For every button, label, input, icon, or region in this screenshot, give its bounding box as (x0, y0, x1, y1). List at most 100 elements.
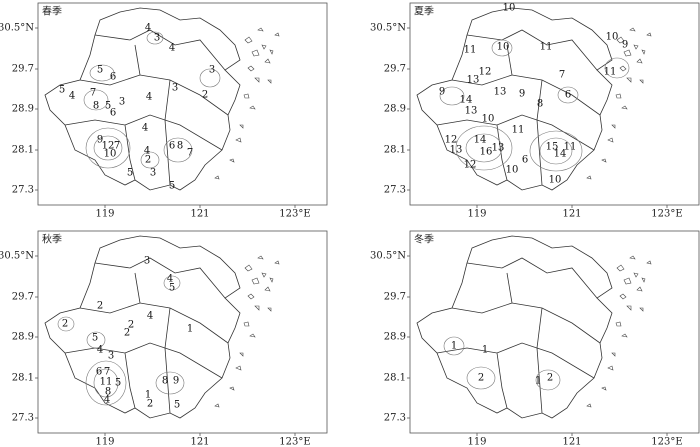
contour-label: 6 (565, 90, 571, 101)
contour-label: 13 (494, 87, 507, 98)
contour-label: 3 (154, 33, 160, 44)
contour-label: 13 (450, 145, 463, 156)
contour-label: 3 (150, 168, 156, 179)
contour-label: 9 (439, 87, 445, 98)
contour-label: 3 (209, 65, 215, 76)
contour-label: 1 (187, 324, 193, 335)
contour-label: 9 (622, 40, 628, 51)
contour-label: 6 (110, 108, 116, 119)
province-outline (37, 230, 328, 434)
contour-label: 8 (93, 101, 99, 112)
contour-label: 2 (147, 399, 153, 410)
x-tick-label: 121 (562, 437, 581, 447)
contour-line (465, 133, 503, 163)
contour-line (163, 137, 193, 163)
contour-label: 4 (104, 395, 110, 406)
y-tick-label: 28.1 (384, 145, 406, 156)
contour-line (85, 127, 131, 169)
contour-label: 14 (554, 149, 567, 160)
contour-line (539, 137, 573, 165)
contour-label: 1 (145, 390, 151, 401)
contour-label: 5 (115, 378, 121, 389)
contour-label: 7 (90, 88, 96, 99)
contour-label: 4 (147, 311, 153, 322)
contour-label: 10 (497, 42, 510, 53)
contour-label: 3 (144, 256, 150, 267)
contour-label: 2 (478, 373, 484, 384)
contour-label: 6 (169, 141, 175, 152)
contour-label: 5 (169, 283, 175, 294)
contour-label: 11 (512, 125, 525, 136)
contour-label: 5 (169, 181, 175, 192)
contour-label: 4 (97, 345, 103, 356)
contour-label: 3 (119, 97, 125, 108)
x-tick-label: 119 (467, 209, 486, 220)
y-tick-label: 27.3 (12, 185, 34, 196)
y-tick-label: 29.7 (384, 64, 406, 75)
y-tick-label: 28.9 (12, 332, 34, 343)
contour-label: 15 (546, 142, 559, 153)
contour-label: 4 (144, 146, 150, 157)
contour-line (93, 368, 119, 398)
x-tick-label: 119 (95, 437, 114, 447)
contour-label: 1 (451, 341, 457, 352)
contour-line (57, 316, 75, 332)
contour-line (86, 331, 106, 349)
contour-label: 1 (535, 376, 541, 387)
contour-label: 6 (522, 155, 528, 166)
contour-label: 7 (559, 70, 565, 81)
y-tick-label: 28.1 (12, 373, 34, 384)
contour-label: 5 (127, 168, 133, 179)
y-tick-label: 28.9 (12, 104, 34, 115)
y-tick-label: 29.7 (12, 292, 34, 303)
y-tick-label: 27.3 (12, 413, 34, 424)
contour-line (535, 369, 561, 391)
contour-label: 10 (506, 165, 519, 176)
contour-label: 9 (519, 89, 525, 100)
contour-label: 11 (100, 377, 113, 388)
contour-label: 3 (108, 351, 114, 362)
contour-line (466, 366, 496, 390)
contour-line (85, 360, 127, 406)
contour-label: 7 (187, 148, 193, 159)
x-tick-label: 121 (190, 209, 209, 220)
y-tick-label: 30.5°N (0, 251, 34, 262)
contour-label: 10 (104, 149, 117, 160)
contour-label: 4 (142, 123, 148, 134)
x-tick-label: 123°E (651, 209, 682, 220)
contour-line (83, 89, 109, 111)
contour-label: 4 (169, 43, 175, 54)
contour-label: 9 (97, 135, 103, 146)
contour-label: 4 (146, 92, 152, 103)
contour-label: 2 (202, 90, 208, 101)
contour-label: 11 (540, 42, 553, 53)
province-outline (37, 2, 328, 206)
contour-label: 13 (467, 75, 480, 86)
panel-title: 冬季 (414, 233, 434, 246)
y-tick-label: 28.1 (384, 373, 406, 384)
y-tick-label: 29.7 (384, 292, 406, 303)
x-tick-label: 123°E (279, 437, 310, 447)
contour-line (140, 151, 160, 169)
contour-line (146, 31, 164, 45)
contour-label: 2 (547, 373, 553, 384)
contour-label: 4 (145, 23, 151, 34)
contour-label: 2 (124, 328, 130, 339)
contour-line (491, 39, 513, 57)
contour-label: 10 (606, 32, 619, 43)
contour-line (439, 86, 465, 106)
contour-label: 14 (460, 95, 473, 106)
panel-title: 秋季 (42, 233, 62, 246)
x-tick-label: 121 (190, 437, 209, 447)
contour-label: 11 (464, 45, 477, 56)
contour-line (199, 68, 221, 88)
contour-label: 11 (604, 67, 617, 78)
contour-label: 8 (105, 387, 111, 398)
contour-label: 4 (167, 274, 173, 285)
contour-label: 8 (162, 376, 168, 387)
province-outline (409, 230, 700, 434)
contour-label: 2 (128, 320, 134, 331)
contour-line (163, 275, 181, 291)
